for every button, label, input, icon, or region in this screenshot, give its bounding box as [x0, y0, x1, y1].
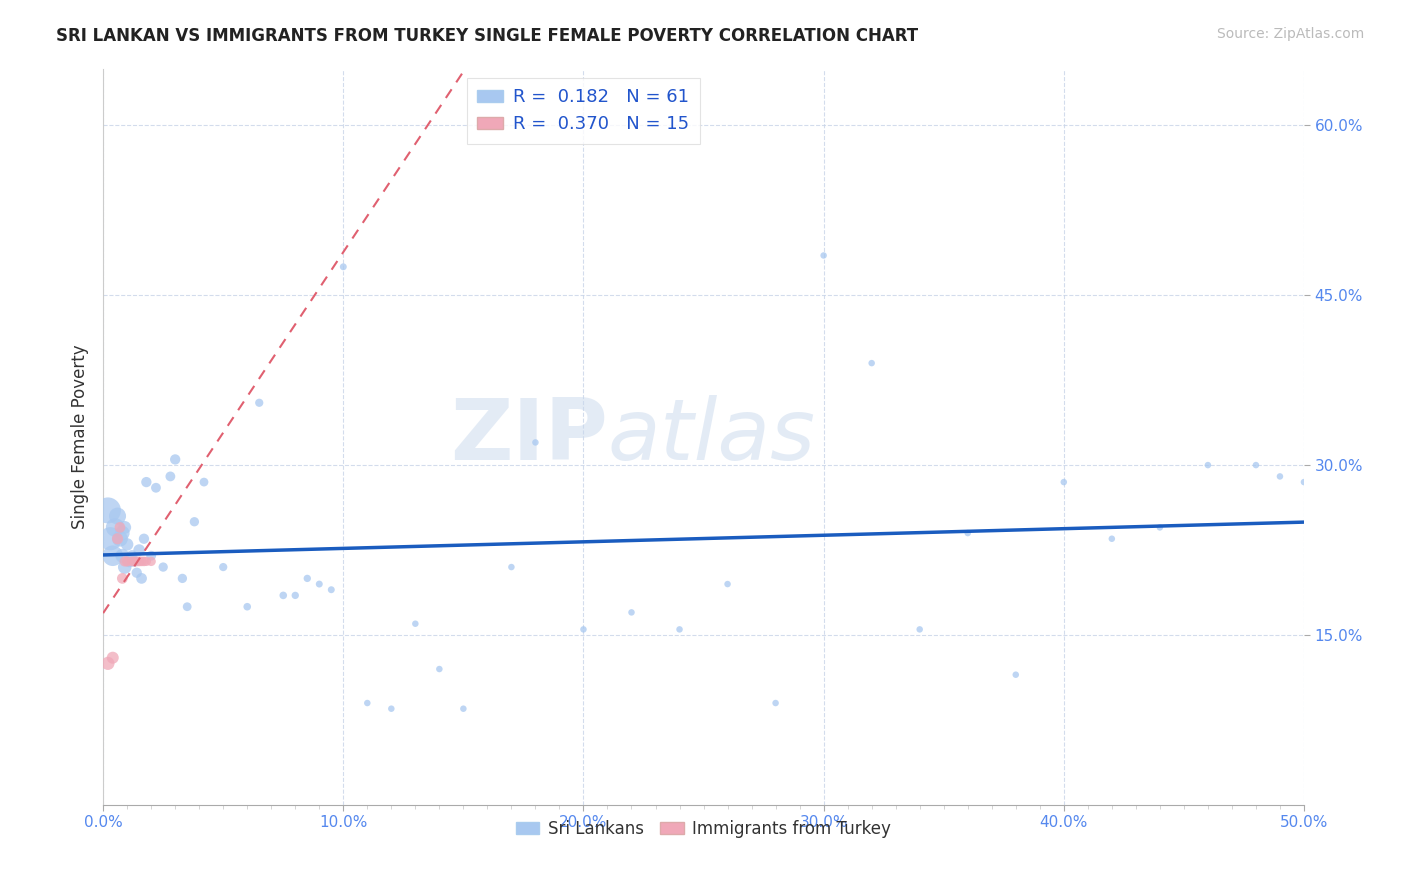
Text: atlas: atlas	[607, 395, 815, 478]
Point	[501, 560, 523, 574]
Point	[111, 571, 134, 585]
Point	[98, 532, 121, 546]
Point	[332, 260, 354, 274]
Point	[101, 650, 124, 665]
Point	[108, 532, 131, 546]
Point	[908, 623, 931, 637]
Point	[813, 248, 835, 262]
Point	[620, 606, 643, 620]
Point	[115, 537, 138, 551]
Point	[956, 526, 979, 541]
Point	[1292, 475, 1315, 489]
Point	[128, 554, 150, 568]
Text: Source: ZipAtlas.com: Source: ZipAtlas.com	[1216, 27, 1364, 41]
Point	[1004, 667, 1026, 681]
Point	[356, 696, 378, 710]
Point	[135, 475, 157, 489]
Point	[1197, 458, 1219, 472]
Point	[111, 549, 134, 563]
Point	[104, 520, 127, 534]
Point	[1244, 458, 1267, 472]
Point	[765, 696, 787, 710]
Point	[132, 554, 155, 568]
Point	[118, 554, 141, 568]
Point	[124, 554, 146, 568]
Point	[1268, 469, 1291, 483]
Point	[114, 520, 136, 534]
Point	[141, 554, 163, 568]
Point	[212, 560, 235, 574]
Point	[716, 577, 738, 591]
Point	[152, 560, 174, 574]
Point	[1149, 520, 1171, 534]
Point	[236, 599, 259, 614]
Point	[114, 560, 136, 574]
Point	[271, 588, 294, 602]
Point	[108, 520, 131, 534]
Point	[176, 599, 198, 614]
Point	[124, 554, 146, 568]
Point	[115, 554, 138, 568]
Point	[145, 481, 167, 495]
Point	[107, 509, 129, 524]
Point	[1101, 532, 1123, 546]
Point	[111, 526, 134, 541]
Point	[524, 435, 547, 450]
Text: SRI LANKAN VS IMMIGRANTS FROM TURKEY SINGLE FEMALE POVERTY CORRELATION CHART: SRI LANKAN VS IMMIGRANTS FROM TURKEY SIN…	[56, 27, 918, 45]
Point	[131, 554, 153, 568]
Point	[172, 571, 194, 585]
Point	[97, 657, 120, 671]
Point	[453, 702, 475, 716]
Point	[247, 396, 270, 410]
Text: ZIP: ZIP	[450, 395, 607, 478]
Point	[121, 549, 143, 563]
Point	[125, 566, 148, 580]
Y-axis label: Single Female Poverty: Single Female Poverty	[72, 344, 89, 529]
Point	[193, 475, 215, 489]
Point	[159, 469, 181, 483]
Point	[321, 582, 343, 597]
Point	[668, 623, 690, 637]
Point	[427, 662, 450, 676]
Point	[101, 549, 124, 563]
Point	[114, 554, 136, 568]
Point	[404, 616, 426, 631]
Point	[128, 543, 150, 558]
Point	[132, 532, 155, 546]
Point	[141, 549, 163, 563]
Point	[572, 623, 595, 637]
Legend: Sri Lankans, Immigrants from Turkey: Sri Lankans, Immigrants from Turkey	[509, 814, 897, 845]
Point	[121, 554, 143, 568]
Point	[97, 503, 120, 517]
Point	[183, 515, 205, 529]
Point	[380, 702, 402, 716]
Point	[107, 532, 129, 546]
Point	[297, 571, 319, 585]
Point	[135, 554, 157, 568]
Point	[131, 571, 153, 585]
Point	[860, 356, 883, 370]
Point	[125, 554, 148, 568]
Point	[284, 588, 307, 602]
Point	[308, 577, 330, 591]
Point	[165, 452, 187, 467]
Point	[1053, 475, 1076, 489]
